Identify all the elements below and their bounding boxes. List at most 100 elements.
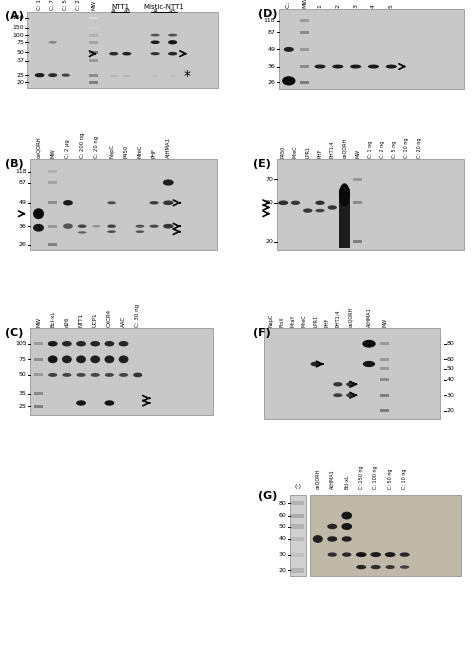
Ellipse shape [362, 340, 376, 348]
Text: 3: 3 [353, 4, 358, 8]
Bar [48, 243, 57, 246]
Ellipse shape [107, 230, 116, 233]
Ellipse shape [62, 356, 72, 363]
Text: 87: 87 [267, 30, 275, 34]
Text: C: 50 ng: C: 50 ng [64, 0, 68, 10]
Text: C: 30 ng: C: 30 ng [135, 304, 140, 326]
Text: PHF: PHF [318, 148, 322, 157]
Text: 20: 20 [17, 80, 24, 84]
Ellipse shape [48, 41, 57, 44]
Ellipse shape [327, 536, 337, 541]
Text: Bcl-xL: Bcl-xL [50, 310, 55, 326]
Ellipse shape [76, 341, 86, 346]
Ellipse shape [342, 536, 352, 541]
Ellipse shape [314, 64, 326, 68]
Ellipse shape [63, 224, 73, 229]
Text: ceQORH: ceQORH [349, 306, 354, 326]
Ellipse shape [62, 373, 72, 377]
Ellipse shape [315, 209, 325, 213]
Text: 50: 50 [447, 366, 455, 371]
Text: 80: 80 [279, 500, 287, 506]
Ellipse shape [151, 52, 160, 55]
Ellipse shape [151, 75, 159, 77]
Text: 20: 20 [279, 567, 287, 573]
Text: 118: 118 [15, 169, 27, 174]
Ellipse shape [48, 341, 58, 346]
Text: C: 10 ng: C: 10 ng [402, 469, 407, 489]
Bar [89, 51, 99, 54]
Ellipse shape [303, 209, 312, 213]
Ellipse shape [284, 47, 294, 52]
Ellipse shape [109, 52, 118, 55]
Ellipse shape [123, 75, 131, 77]
Text: C: 1 ng: C: 1 ng [368, 140, 373, 157]
Ellipse shape [122, 52, 131, 55]
Bar [30, 159, 217, 250]
Text: 26: 26 [18, 242, 27, 248]
Ellipse shape [163, 200, 173, 205]
Text: 20: 20 [447, 408, 455, 413]
Text: AtHMA1: AtHMA1 [330, 469, 335, 489]
Text: 25: 25 [18, 404, 27, 409]
Bar [291, 501, 304, 506]
Ellipse shape [356, 552, 366, 557]
Text: 30: 30 [447, 393, 455, 398]
Text: 80: 80 [447, 341, 455, 346]
Bar [380, 378, 389, 381]
Text: 40: 40 [279, 536, 287, 541]
Ellipse shape [356, 565, 366, 569]
Bar [276, 159, 464, 250]
Text: d26: d26 [64, 316, 69, 326]
Ellipse shape [76, 400, 86, 406]
Ellipse shape [110, 75, 118, 77]
Bar [291, 525, 304, 529]
Text: 43: 43 [123, 8, 130, 14]
Text: (A): (A) [5, 11, 24, 21]
Ellipse shape [346, 382, 356, 387]
Text: C: 10 ng: C: 10 ng [404, 137, 410, 157]
Ellipse shape [385, 565, 395, 569]
Bar [89, 81, 99, 84]
Text: 40: 40 [447, 377, 455, 382]
Text: C: 20 ng: C: 20 ng [417, 137, 422, 157]
Ellipse shape [400, 566, 410, 569]
Ellipse shape [91, 356, 100, 363]
Ellipse shape [107, 224, 116, 228]
Text: 5: 5 [389, 4, 394, 8]
Ellipse shape [104, 341, 114, 346]
Text: C: 25 ng: C: 25 ng [76, 0, 82, 10]
Ellipse shape [118, 356, 128, 363]
Text: CXCR4: CXCR4 [107, 309, 112, 326]
Text: 1: 1 [318, 4, 322, 8]
Text: PHT1;4: PHT1;4 [330, 140, 335, 157]
Text: MW: MW [91, 0, 97, 10]
Text: MW: MW [382, 317, 387, 326]
Ellipse shape [123, 75, 131, 77]
Ellipse shape [48, 73, 57, 77]
Ellipse shape [63, 200, 73, 205]
Ellipse shape [163, 224, 173, 229]
Bar [354, 178, 362, 181]
Ellipse shape [62, 341, 72, 346]
Bar [48, 202, 57, 204]
Text: C: 20 ng: C: 20 ng [94, 135, 99, 157]
Text: C: 100 ng: C: 100 ng [373, 465, 378, 489]
Bar [339, 188, 350, 248]
Text: AtHMA1: AtHMA1 [166, 136, 171, 157]
Text: 43: 43 [169, 8, 176, 14]
Bar [48, 181, 57, 184]
Text: MreC: MreC [293, 145, 298, 157]
Ellipse shape [168, 34, 177, 36]
Ellipse shape [104, 400, 114, 406]
Ellipse shape [151, 34, 160, 36]
Text: MW: MW [356, 148, 360, 157]
Ellipse shape [333, 382, 343, 387]
Text: *: * [183, 69, 191, 83]
Text: Al: Al [153, 8, 158, 14]
Ellipse shape [278, 200, 288, 205]
Ellipse shape [350, 64, 361, 68]
Text: (F): (F) [253, 328, 271, 338]
Text: UCP1: UCP1 [93, 312, 98, 326]
Text: 150: 150 [13, 25, 24, 31]
Text: 250: 250 [13, 16, 24, 20]
